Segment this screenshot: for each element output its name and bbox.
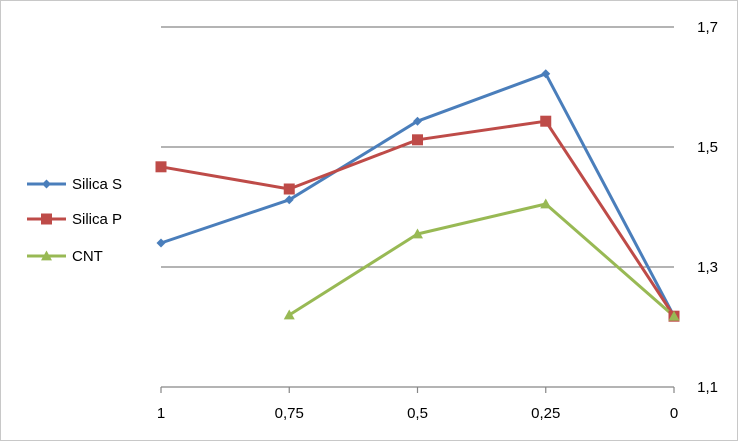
x-tick-label: 0,25 [531, 405, 560, 422]
x-axis [160, 386, 675, 393]
data-point-cnt [283, 309, 295, 320]
y-tick-labels: 1,1 1,3 1,5 1,7 [697, 19, 718, 396]
legend-label-silica-s: Silica S [72, 176, 122, 193]
data-point-silica-s [284, 195, 294, 205]
data-point-silica-p [540, 115, 552, 127]
data-point-silica-s [413, 116, 422, 126]
data-point-silica-p [155, 161, 167, 173]
series-line-silica-s [160, 72, 676, 317]
series-line-cnt [288, 202, 675, 318]
legend: Silica S Silica P CNT [27, 176, 122, 265]
y-tick-label: 1,7 [697, 19, 718, 36]
y-tick-label: 1,3 [697, 259, 718, 276]
data-point-silica-p [412, 134, 423, 146]
legend-label-cnt: CNT [72, 248, 103, 265]
legend-marker-silica-s [42, 179, 51, 189]
x-tick-label: 0,75 [275, 405, 304, 422]
series-lines [160, 72, 676, 318]
data-point-silica-s [541, 69, 551, 79]
y-tick-label: 1,1 [697, 379, 718, 396]
x-tick-label: 1 [157, 405, 165, 422]
x-tick-labels: 1 0,75 0,5 0,25 0 [157, 405, 678, 422]
data-point-cnt [412, 228, 423, 239]
data-point-silica-p [283, 183, 295, 195]
x-tick-label: 0 [670, 405, 678, 422]
gridlines [161, 26, 674, 268]
series-markers [155, 69, 680, 322]
legend-marker-silica-p [41, 213, 52, 225]
y-tick-label: 1,5 [697, 139, 718, 156]
series-line-silica-p [160, 119, 676, 318]
data-point-silica-s [156, 238, 166, 248]
data-point-cnt [540, 198, 552, 209]
legend-label-silica-p: Silica P [72, 211, 122, 228]
legend-marker-cnt [41, 250, 52, 261]
data-point-cnt [668, 310, 680, 321]
x-tick-label: 0,5 [407, 405, 428, 422]
